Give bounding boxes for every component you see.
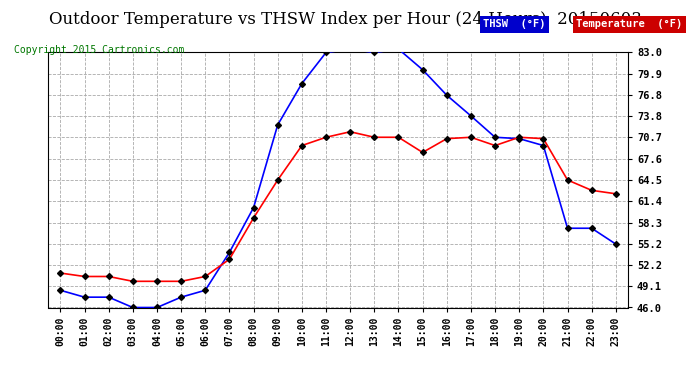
Text: Copyright 2015 Cartronics.com: Copyright 2015 Cartronics.com <box>14 45 184 55</box>
Text: Outdoor Temperature vs THSW Index per Hour (24 Hours)  20150603: Outdoor Temperature vs THSW Index per Ho… <box>48 11 642 28</box>
Text: Temperature  (°F): Temperature (°F) <box>576 20 682 29</box>
Text: THSW  (°F): THSW (°F) <box>483 20 546 29</box>
